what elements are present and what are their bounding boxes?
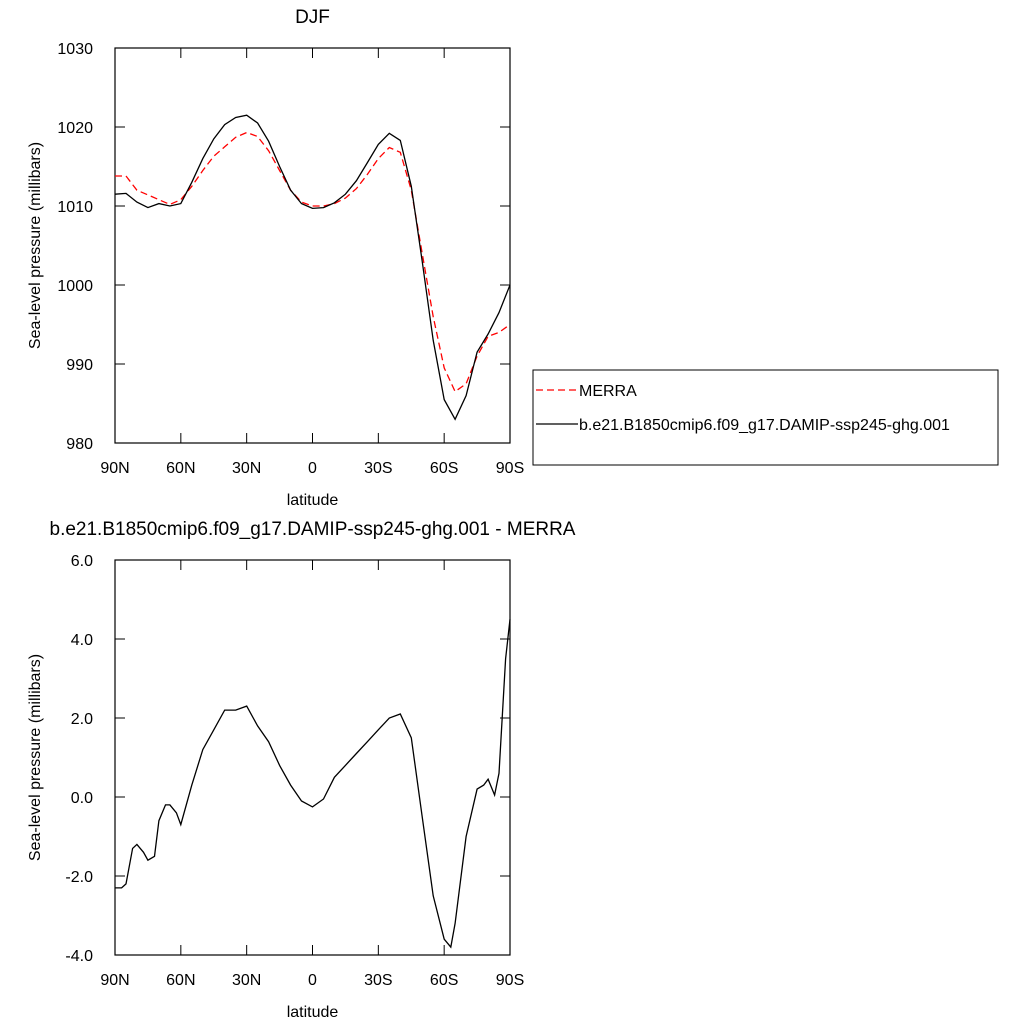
x-tick-label: 90S [496,460,524,477]
series-line [114,114,511,421]
x-tick-label: 90N [100,972,129,989]
y-tick-label: 980 [66,436,93,453]
x-tick-label: 30S [364,460,392,477]
x-tick-label: 60S [430,972,458,989]
legend-label: b.e21.B1850cmip6.f09_g17.DAMIP-ssp245-gh… [579,417,950,434]
x-tick-label: 90N [100,460,129,477]
legend-label: MERRA [579,383,637,400]
y-tick-label: 4.0 [71,632,93,649]
x-axis-label: latitude [287,1004,339,1021]
y-tick-label: 2.0 [71,711,93,728]
y-tick-label: 0.0 [71,790,93,807]
x-tick-label: 60N [166,972,195,989]
x-tick-label: 30N [232,460,261,477]
y-tick-label: -2.0 [65,869,93,886]
y-tick-label: 1010 [57,199,93,216]
y-axis-label: Sea-level pressure (millibars) [27,654,44,861]
y-tick-label: 1000 [57,278,93,295]
legend-box [532,369,999,466]
x-tick-label: 90S [496,972,524,989]
x-tick-label: 30S [364,972,392,989]
y-tick-label: 1020 [57,120,93,137]
chart-title: b.e21.B1850cmip6.f09_g17.DAMIP-ssp245-gh… [50,519,576,540]
series-line [115,131,511,393]
x-tick-label: 30N [232,972,261,989]
x-tick-label: 0 [308,460,317,477]
y-tick-label: 990 [66,357,93,374]
x-tick-label: 0 [308,972,317,989]
y-tick-label: 1030 [57,41,93,58]
y-axis-label: Sea-level pressure (millibars) [27,142,44,349]
x-tick-label: 60N [166,460,195,477]
chart-title: DJF [295,7,330,28]
y-tick-label: -4.0 [65,948,93,965]
y-tick-label: 6.0 [71,553,93,570]
x-tick-label: 60S [430,460,458,477]
plot-frame [114,47,511,444]
x-axis-label: latitude [287,492,339,509]
plot-frame [114,559,511,956]
series-line [115,619,511,949]
